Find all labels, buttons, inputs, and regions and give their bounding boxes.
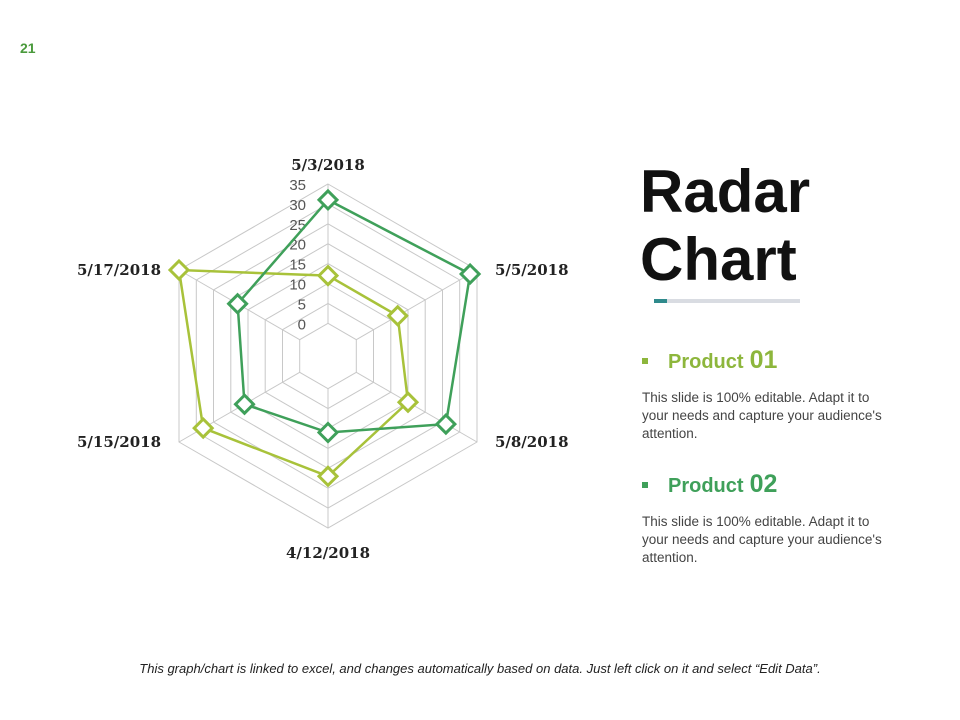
product-02-label: Product: [668, 475, 744, 497]
tick-label-6: 30: [289, 197, 306, 214]
tick-label-4: 20: [289, 237, 306, 254]
grid-ring-0: [299, 322, 357, 390]
series-1-point-0: [316, 264, 340, 287]
title-line-1: Radar: [640, 158, 811, 225]
product-01-number: 01: [749, 346, 778, 374]
footer-note: This graph/chart is linked to excel, and…: [139, 661, 821, 676]
tick-label-2: 10: [289, 277, 306, 294]
product-02-block: Product 02 This slide is 100% editable. …: [642, 470, 892, 567]
product-01-heading: Product 01: [642, 346, 892, 375]
product-02-description: This slide is 100% editable. Adapt it to…: [642, 514, 882, 565]
tick-label-1: 5: [298, 296, 306, 313]
radar-grid: [178, 183, 478, 529]
product-01-label: Product: [668, 351, 744, 373]
series-2-line: [236, 198, 472, 434]
series-2-point-5: [226, 292, 249, 315]
tick-label-7: 35: [289, 177, 306, 194]
slide-number: 21: [20, 40, 36, 56]
series-2: [226, 188, 482, 444]
category-label-1: 5/5/2018: [495, 261, 569, 279]
series-2-point-0: [316, 188, 340, 212]
series-2-point-1: [458, 262, 482, 286]
tick-label-0: 0: [298, 316, 306, 333]
category-label-5: 5/17/2018: [77, 261, 161, 279]
radar-tick-labels: 0 5 10 15 20 25 30 35: [289, 177, 306, 333]
grid-spoke-2: [356, 371, 478, 443]
title-underline: [654, 299, 800, 303]
category-label-0: 5/3/2018: [291, 156, 365, 174]
product-01-block: Product 01 This slide is 100% editable. …: [642, 346, 892, 443]
slide-title: Radar Chart: [640, 158, 810, 294]
series-1-point-5: [167, 258, 191, 282]
product-02-bullet-icon: [642, 482, 648, 488]
grid-spoke-1: [356, 269, 478, 341]
series-1: [167, 258, 420, 488]
category-label-3: 4/12/2018: [286, 544, 370, 562]
title-line-2: Chart: [640, 226, 797, 293]
product-02-number: 02: [749, 470, 778, 498]
category-label-2: 5/8/2018: [495, 433, 569, 451]
series-1-point-1: [386, 304, 409, 327]
series-2-point-4: [233, 393, 256, 416]
series-1-point-2: [396, 391, 420, 414]
tick-label-3: 15: [289, 257, 306, 274]
title-underline-accent: [654, 299, 667, 303]
product-02-heading: Product 02: [642, 470, 892, 499]
category-label-4: 5/15/2018: [77, 433, 161, 451]
product-01-bullet-icon: [642, 358, 648, 364]
radar-category-labels: 5/3/2018 5/5/2018 5/8/2018 4/12/2018 5/15/20…: [77, 156, 569, 562]
tick-label-5: 25: [289, 217, 306, 234]
radar-series: [167, 188, 482, 488]
series-1-point-3: [316, 465, 340, 488]
series-1-point-4: [192, 416, 215, 440]
series-2-point-3: [316, 421, 340, 444]
product-01-description: This slide is 100% editable. Adapt it to…: [642, 390, 882, 441]
series-2-point-2: [434, 412, 458, 436]
